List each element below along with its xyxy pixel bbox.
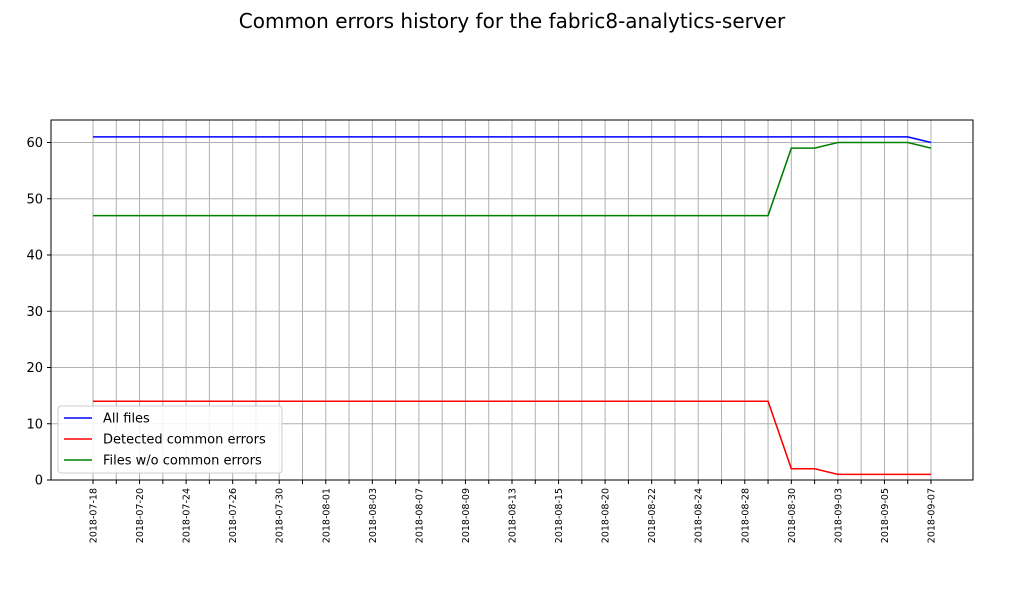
y-axis: 0 10 20 30 40 50 60 [26,136,51,489]
x-tick-label: 2018-09-05 [880,488,891,543]
series-line-3 [93,141,932,217]
y-tick-label: 60 [26,136,43,151]
x-tick-label: 2018-09-07 [927,488,938,543]
x-tick-label: 2018-08-07 [414,488,425,543]
x-tick-label: 2018-08-28 [740,488,751,543]
y-tick-label: 40 [26,249,43,264]
x-tick-label: 2018-08-01 [321,488,332,543]
x-tick-label: 2018-07-20 [135,488,146,543]
x-tick-label: 2018-07-18 [89,488,100,543]
y-tick-label: 0 [35,474,43,489]
series-lines [93,136,932,476]
x-tick-label: 2018-07-26 [228,488,239,543]
x-tick-label: 2018-09-03 [833,488,844,543]
x-axis: 2018-07-18 2018-07-20 2018-07-24 2018-07-26… [89,480,938,543]
legend-label-3: Files w/o common errors [103,454,262,469]
legend: All files Detected common errors Files w/o… [57,405,283,474]
x-tick-label: 2018-08-03 [368,488,379,543]
chart-title: Common errors history for the fabric8-an… [239,9,786,33]
legend-box [57,405,283,474]
y-tick-label: 30 [26,305,43,320]
x-tick-label: 2018-08-20 [601,488,612,543]
x-tick-label: 2018-08-22 [647,488,658,543]
x-tick-label: 2018-08-30 [787,488,798,543]
series-line-2 [93,400,931,476]
x-tick-label: 2018-08-24 [694,488,705,543]
legend-label-1: All files [103,412,150,427]
x-tick-label: 2018-07-30 [275,488,286,543]
x-tick-label: 2018-07-24 [182,488,193,543]
y-tick-label: 20 [26,361,43,376]
series-line-1 [93,136,932,144]
x-tick-label: 2018-08-09 [461,488,472,543]
y-tick-label: 50 [26,192,43,207]
y-tick-label: 10 [26,417,43,432]
legend-label-2: Detected common errors [103,433,266,448]
x-tick-label: 2018-08-15 [554,488,565,543]
x-tick-label: 2018-08-13 [508,488,519,543]
